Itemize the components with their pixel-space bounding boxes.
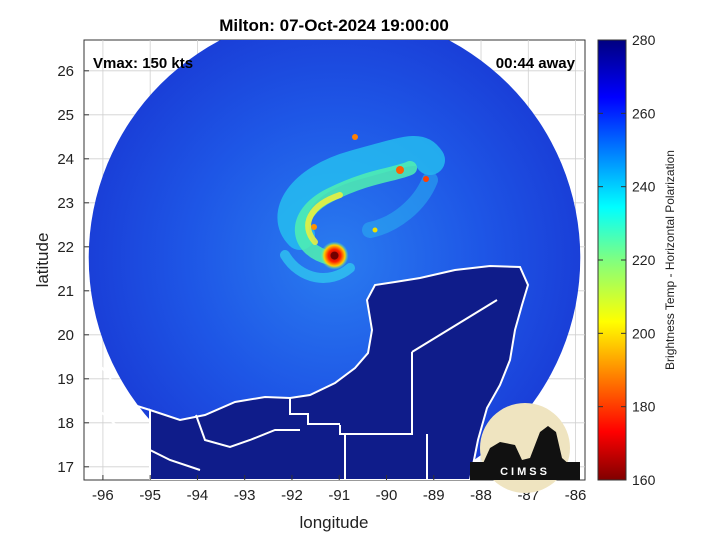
colorbar-tick-label: 280 bbox=[632, 32, 656, 48]
colorbar-tick-label: 180 bbox=[632, 399, 656, 415]
band-core bbox=[305, 192, 343, 245]
x-tick-label: -90 bbox=[376, 487, 398, 504]
y-tick-label: 26 bbox=[57, 63, 74, 80]
cell bbox=[372, 227, 378, 233]
x-tick-label: -88 bbox=[470, 487, 492, 504]
y-tick-label: 22 bbox=[57, 239, 74, 256]
convective-cells bbox=[311, 134, 429, 233]
swath-imagery bbox=[87, 40, 581, 480]
time-away-annotation: 00:44 away bbox=[496, 55, 576, 72]
x-tick-label: -92 bbox=[281, 487, 303, 504]
band-east bbox=[362, 172, 438, 238]
cell bbox=[396, 166, 404, 174]
border-line bbox=[289, 398, 340, 425]
band-south bbox=[280, 250, 355, 283]
y-tick-label: 23 bbox=[57, 195, 74, 212]
border-line bbox=[411, 299, 498, 353]
logo-band bbox=[470, 462, 580, 480]
x-tick-label: -86 bbox=[565, 487, 587, 504]
inner-band bbox=[294, 161, 417, 265]
outer-band bbox=[277, 135, 445, 250]
cell bbox=[423, 176, 429, 182]
y-tick-label: 17 bbox=[57, 459, 74, 476]
colorbar-tick-label: 260 bbox=[632, 105, 656, 121]
x-tick-label: -94 bbox=[187, 487, 209, 504]
x-tick-label: -93 bbox=[234, 487, 256, 504]
border-line bbox=[339, 352, 413, 435]
rain-bands bbox=[277, 135, 445, 283]
y-tick-label: 19 bbox=[57, 371, 74, 388]
colorbar-ticks: 160 180 200 220 240 260 280 bbox=[598, 32, 656, 488]
cimss-logo: CIMSS bbox=[470, 403, 580, 493]
y-tick-label: 20 bbox=[57, 327, 74, 344]
border-line bbox=[195, 414, 300, 449]
colorbar-tick-label: 160 bbox=[632, 472, 656, 488]
colorbar-tick-label: 220 bbox=[632, 252, 656, 268]
x-axis-label: longitude bbox=[299, 513, 368, 532]
colorbar-tick-label: 240 bbox=[632, 179, 656, 195]
vmax-annotation: Vmax: 150 kts bbox=[93, 55, 193, 72]
cell bbox=[311, 224, 317, 230]
land-mass bbox=[149, 264, 530, 480]
x-tick-label: -96 bbox=[92, 487, 114, 504]
border-line bbox=[87, 399, 201, 471]
y-tick-label: 21 bbox=[57, 283, 74, 300]
y-axis-ticks: 17 18 19 20 21 22 23 24 25 26 bbox=[57, 63, 89, 476]
colorbar-label: Brightness Temp - Horizontal Polarizatio… bbox=[663, 150, 677, 370]
border-line bbox=[87, 344, 151, 411]
cell bbox=[352, 134, 358, 140]
chart-title: Milton: 07-Oct-2024 19:00:00 bbox=[219, 16, 449, 35]
logo-text: CIMSS bbox=[500, 466, 550, 478]
borders bbox=[87, 299, 498, 480]
hurricane-eye bbox=[330, 251, 339, 260]
y-tick-label: 25 bbox=[57, 107, 74, 124]
x-tick-label: -95 bbox=[139, 487, 161, 504]
y-axis-label: latitude bbox=[33, 233, 52, 288]
x-tick-label: -91 bbox=[328, 487, 350, 504]
colorbar-tick-label: 200 bbox=[632, 325, 656, 341]
y-tick-label: 24 bbox=[57, 151, 74, 168]
x-tick-label: -89 bbox=[423, 487, 445, 504]
y-tick-label: 18 bbox=[57, 415, 74, 432]
